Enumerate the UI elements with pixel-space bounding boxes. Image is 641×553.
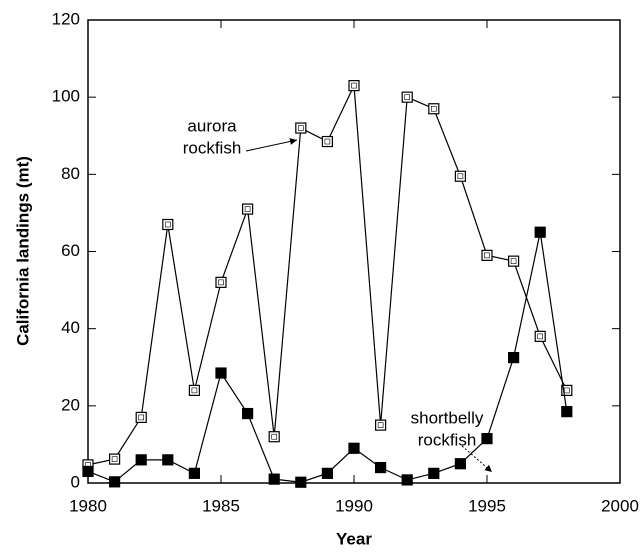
data-point-inner bbox=[297, 125, 304, 131]
data-point bbox=[348, 79, 360, 92]
data-point bbox=[561, 406, 573, 418]
data-point bbox=[268, 431, 280, 443]
data-point bbox=[454, 170, 466, 182]
x-tick-label: 1985 bbox=[202, 496, 240, 515]
x-tick-label: 1990 bbox=[335, 496, 373, 515]
data-point bbox=[215, 276, 227, 288]
data-point bbox=[534, 226, 546, 238]
data-point bbox=[108, 453, 121, 465]
y-tick-label: 80 bbox=[61, 164, 80, 183]
data-point bbox=[481, 249, 493, 261]
x-tick-label: 1995 bbox=[468, 496, 506, 515]
data-point bbox=[135, 454, 147, 466]
series-line bbox=[87, 232, 568, 483]
data-point bbox=[295, 476, 307, 488]
data-point bbox=[454, 458, 466, 470]
x-tick-label: 1980 bbox=[69, 496, 107, 515]
data-point-inner bbox=[484, 252, 490, 259]
y-axis-label: California landings (mt) bbox=[13, 156, 32, 346]
data-point-inner bbox=[271, 433, 278, 440]
data-point bbox=[162, 454, 174, 466]
data-point-inner bbox=[377, 422, 384, 428]
x-axis-label: Year bbox=[336, 529, 372, 548]
data-point bbox=[375, 461, 387, 474]
y-tick-label: 120 bbox=[52, 9, 80, 28]
data-point bbox=[508, 255, 520, 267]
annotation: rockfish bbox=[418, 430, 477, 449]
data-point bbox=[295, 122, 307, 134]
data-point bbox=[375, 419, 387, 431]
y-tick-label: 40 bbox=[61, 318, 80, 337]
y-tick-label: 60 bbox=[61, 241, 80, 260]
data-point bbox=[401, 91, 413, 103]
annotation-arrow bbox=[461, 445, 493, 473]
data-point bbox=[428, 467, 440, 479]
data-point bbox=[561, 384, 573, 396]
data-point bbox=[321, 467, 333, 479]
data-point-inner bbox=[430, 105, 437, 112]
data-point-inner bbox=[510, 258, 517, 264]
data-point-inner bbox=[457, 173, 464, 180]
data-point bbox=[215, 367, 227, 379]
data-point bbox=[508, 352, 520, 364]
data-point-inner bbox=[324, 138, 331, 145]
data-point bbox=[321, 135, 333, 148]
data-point bbox=[242, 407, 254, 420]
data-point-inner bbox=[244, 206, 251, 212]
data-point bbox=[348, 442, 360, 454]
data-point bbox=[188, 384, 200, 396]
data-point bbox=[188, 467, 200, 479]
data-point-inner bbox=[138, 414, 144, 421]
annotation: aurora bbox=[187, 116, 237, 135]
data-point bbox=[481, 433, 493, 445]
annotation: rockfish bbox=[183, 138, 242, 157]
data-point-inner bbox=[111, 456, 118, 462]
data-point bbox=[162, 218, 174, 231]
data-point bbox=[428, 103, 440, 115]
data-point-inner bbox=[191, 387, 198, 394]
annotation-arrow bbox=[245, 138, 298, 152]
data-point bbox=[108, 476, 121, 488]
data-point bbox=[401, 474, 413, 486]
y-tick-label: 20 bbox=[61, 395, 80, 414]
data-point-inner bbox=[537, 333, 544, 340]
data-point-inner bbox=[218, 279, 224, 286]
x-tick-label: 2000 bbox=[601, 496, 639, 515]
data-point bbox=[242, 203, 254, 215]
data-point-inner bbox=[563, 387, 570, 394]
data-point bbox=[82, 465, 94, 478]
data-point bbox=[268, 473, 280, 485]
data-point-inner bbox=[404, 94, 411, 100]
data-point bbox=[534, 330, 546, 342]
data-point bbox=[135, 411, 147, 424]
data-point-inner bbox=[165, 221, 171, 228]
y-tick-label: 0 bbox=[71, 472, 80, 491]
y-tick-label: 100 bbox=[52, 87, 80, 106]
annotation: shortbelly bbox=[411, 408, 484, 427]
data-point-inner bbox=[351, 82, 357, 89]
